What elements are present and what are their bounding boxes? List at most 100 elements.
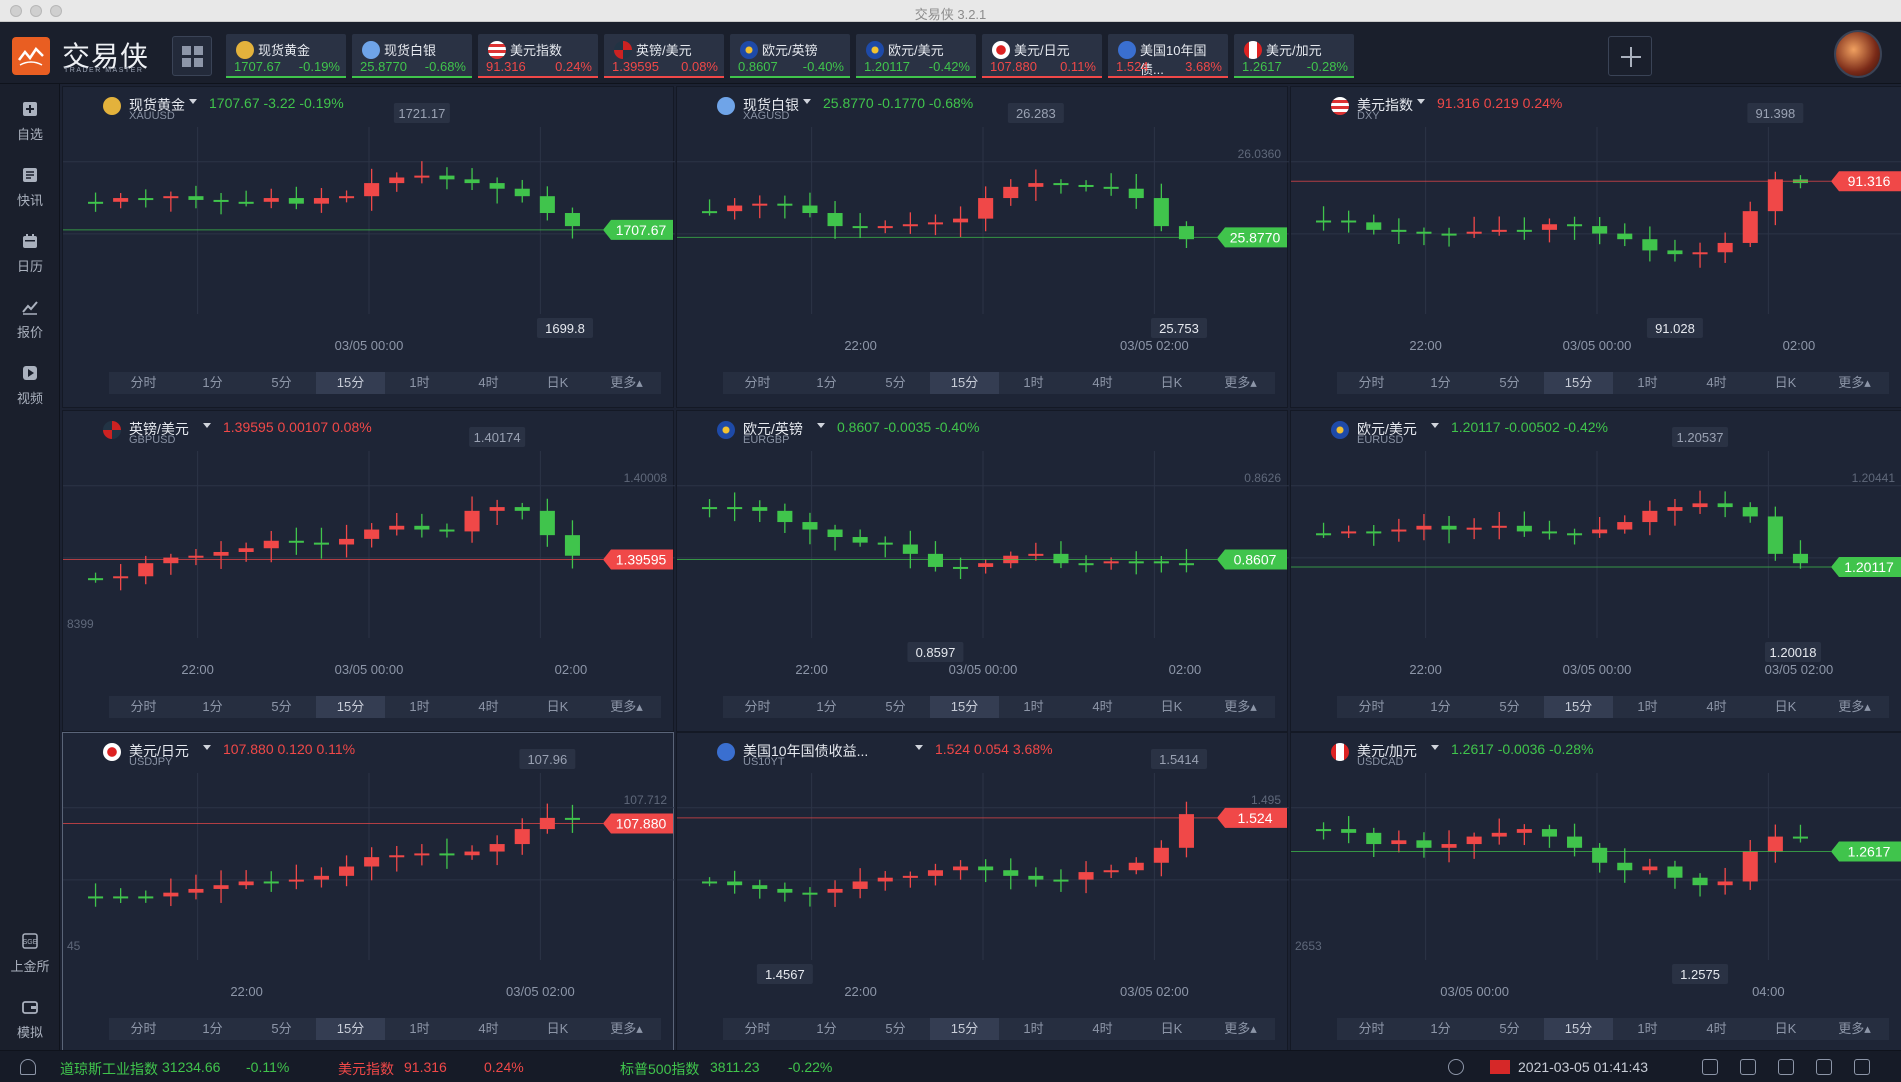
timeframe-button[interactable]: 4时 (1092, 375, 1113, 390)
panel-symbol-name[interactable]: 英镑/美元 (129, 421, 189, 437)
chart-panel[interactable]: 欧元/美元 EURUSD 1.20117 -0.00502 -0.42% 1.2011… (1290, 410, 1901, 732)
timeframe-button[interactable]: 更多▴ (610, 375, 643, 390)
timeframe-button[interactable]: 4时 (1092, 699, 1113, 714)
window-minimize-button[interactable] (30, 5, 42, 17)
panel-symbol-name[interactable]: 欧元/美元 (1357, 421, 1417, 437)
timeframe-button[interactable]: 1时 (1637, 699, 1658, 714)
candlestick-chart[interactable]: 1.20117 1.20441 1.20537 1.20018 22:00 03/05 0… (1291, 411, 1901, 678)
timeframe-button[interactable]: 15分 (1544, 1018, 1613, 1040)
timeframe-button[interactable]: 1分 (816, 1021, 837, 1036)
timeframe-button[interactable]: 4时 (478, 375, 499, 390)
timeframe-button[interactable]: 5分 (1499, 1021, 1520, 1036)
timeframe-button[interactable]: 1分 (816, 699, 837, 714)
panel-symbol-name[interactable]: 美元/日元 (129, 743, 189, 759)
timeframe-button[interactable]: 15分 (316, 372, 385, 394)
symbol-tab[interactable]: 欧元/英镑 0.8607 -0.40% (730, 34, 850, 78)
sidebar-item[interactable]: 视频 (0, 364, 60, 424)
ticker-name[interactable]: 标普500指数 (620, 1061, 700, 1077)
sidebar-item[interactable]: 快讯 (0, 166, 60, 226)
timeframe-button[interactable]: 5分 (885, 1021, 906, 1036)
timeframe-button[interactable]: 更多▴ (1224, 375, 1257, 390)
timeframe-button[interactable]: 1时 (1023, 375, 1044, 390)
sidebar-item[interactable]: 报价 (0, 298, 60, 358)
symbol-tab[interactable]: 美国10年国债... 1.524 3.68% (1108, 34, 1228, 78)
panel-symbol-name[interactable]: 现货白银 (743, 97, 799, 113)
chart-panel[interactable]: 美元/日元 USDJPY 107.880 0.120 0.11% 107.880 107… (62, 732, 675, 1054)
layout-grid-button[interactable] (172, 36, 212, 76)
timeframe-button[interactable]: 更多▴ (1838, 1021, 1871, 1036)
timeframe-button[interactable]: 更多▴ (1224, 699, 1257, 714)
timeframe-button[interactable]: 1分 (816, 375, 837, 390)
timeframe-button[interactable]: 分时 (744, 1021, 771, 1036)
timeframe-button[interactable]: 1分 (202, 375, 223, 390)
timeframe-button[interactable]: 5分 (1499, 699, 1520, 714)
timeframe-button[interactable]: 15分 (316, 1018, 385, 1040)
timeframe-button[interactable]: 5分 (271, 1021, 292, 1036)
chevron-down-icon[interactable] (817, 423, 825, 428)
timeframe-button[interactable]: 日K (1160, 375, 1183, 390)
sidebar-item[interactable]: 日历 (0, 232, 60, 292)
timeframe-button[interactable]: 15分 (930, 1018, 999, 1040)
timeframe-button[interactable]: 1时 (1637, 1021, 1658, 1036)
window-zoom-button[interactable] (50, 5, 62, 17)
timeframe-button[interactable]: 分时 (1358, 1021, 1385, 1036)
symbol-tab[interactable]: 美元/日元 107.880 0.11% (982, 34, 1102, 78)
candlestick-chart[interactable]: 25.8770 26.0360 26.283 25.753 22:00 03/05 02:… (677, 87, 1289, 354)
timeframe-button[interactable]: 日K (1774, 1021, 1797, 1036)
timeframe-button[interactable]: 5分 (885, 699, 906, 714)
avatar[interactable] (1834, 30, 1882, 78)
symbol-tab[interactable]: 美元/加元 1.2617 -0.28% (1234, 34, 1354, 78)
timeframe-button[interactable]: 分时 (130, 1021, 157, 1036)
chevron-down-icon[interactable] (915, 745, 923, 750)
timeframe-button[interactable]: 5分 (885, 375, 906, 390)
timeframe-button[interactable]: 日K (1774, 699, 1797, 714)
timeframe-button[interactable]: 1时 (409, 375, 430, 390)
panel-symbol-name[interactable]: 欧元/英镑 (743, 421, 803, 437)
symbol-tab[interactable]: 现货白银 25.8770 -0.68% (352, 34, 472, 78)
symbol-tab[interactable]: 欧元/美元 1.20117 -0.42% (856, 34, 976, 78)
timeframe-button[interactable]: 更多▴ (610, 699, 643, 714)
ticker-name[interactable]: 道琼斯工业指数 (60, 1061, 158, 1077)
candlestick-chart[interactable]: 107.880 107.712 45 107.96 22:00 03/05 02:00 (63, 733, 675, 1000)
timeframe-button[interactable]: 1时 (409, 1021, 430, 1036)
candlestick-chart[interactable]: 1707.67 1721.17 1699.8 03/05 00:00 (63, 87, 675, 354)
timeframe-button[interactable]: 分时 (1358, 375, 1385, 390)
settings-icon[interactable] (1854, 1059, 1870, 1075)
chevron-down-icon[interactable] (203, 423, 211, 428)
chart-panel[interactable]: 欧元/英镑 EURGBP 0.8607 -0.0035 -0.40% 0.8607 0.… (676, 410, 1289, 732)
window-close-button[interactable] (10, 5, 22, 17)
timeframe-button[interactable]: 更多▴ (1224, 1021, 1257, 1036)
candlestick-chart[interactable]: 1.524 1.495 1.5414 1.4567 22:00 03/05 02:00 (677, 733, 1289, 1000)
headset-icon[interactable] (20, 1059, 36, 1075)
timeframe-button[interactable]: 4时 (1706, 699, 1727, 714)
sidebar-item[interactable]: SGE 上金所 (0, 932, 60, 992)
timeframe-button[interactable]: 日K (546, 1021, 569, 1036)
panel-symbol-name[interactable]: 美元/加元 (1357, 743, 1417, 759)
timeframe-button[interactable]: 日K (546, 699, 569, 714)
timeframe-button[interactable]: 更多▴ (610, 1021, 643, 1036)
timeframe-button[interactable]: 1时 (1023, 699, 1044, 714)
timeframe-button[interactable]: 1分 (1430, 375, 1451, 390)
symbol-tab[interactable]: 英镑/美元 1.39595 0.08% (604, 34, 724, 78)
timeframe-button[interactable]: 15分 (930, 372, 999, 394)
chart-panel[interactable]: 现货黄金 XAUUSD 1707.67 -3.22 -0.19% 1707.67 172… (62, 86, 675, 408)
window-icon[interactable] (1702, 1059, 1718, 1075)
timeframe-button[interactable]: 1分 (202, 699, 223, 714)
chevron-down-icon[interactable] (1431, 745, 1439, 750)
timeframe-button[interactable]: 日K (1160, 699, 1183, 714)
timeframe-button[interactable]: 1时 (409, 699, 430, 714)
timeframe-button[interactable]: 5分 (271, 699, 292, 714)
timeframe-button[interactable]: 1时 (1637, 375, 1658, 390)
sidebar-item[interactable]: 自选 (0, 100, 60, 160)
symbol-tab[interactable]: 美元指数 91.316 0.24% (478, 34, 598, 78)
timeframe-button[interactable]: 分时 (130, 699, 157, 714)
link-icon[interactable] (1448, 1059, 1464, 1075)
timeframe-button[interactable]: 分时 (744, 375, 771, 390)
candlestick-chart[interactable]: 0.8607 0.8626 0.8597 22:00 03/05 00:00 02:00 (677, 411, 1289, 678)
timeframe-button[interactable]: 1分 (1430, 699, 1451, 714)
chevron-down-icon[interactable] (189, 99, 197, 104)
timeframe-button[interactable]: 4时 (478, 1021, 499, 1036)
symbol-tab[interactable]: 现货黄金 1707.67 -0.19% (226, 34, 346, 78)
candlestick-chart[interactable]: 91.316 91.398 91.028 22:00 03/05 00:00 02:00 (1291, 87, 1901, 354)
timeframe-button[interactable]: 4时 (1092, 1021, 1113, 1036)
